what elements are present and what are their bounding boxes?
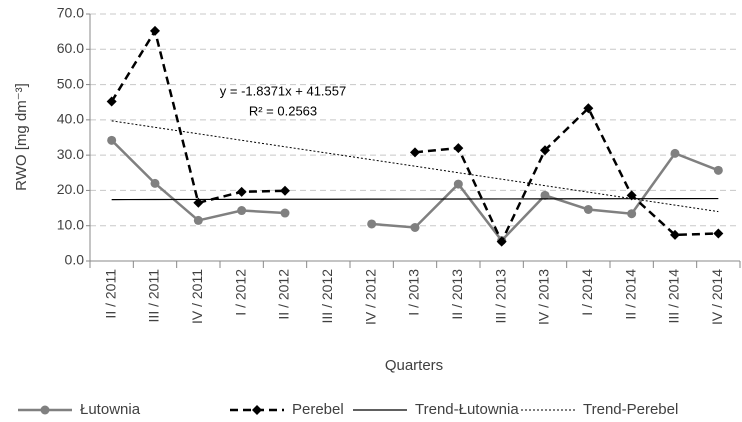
- x-tick-label: III / 2012: [319, 269, 335, 324]
- y-tick-label: 0.0: [65, 252, 85, 268]
- point: [713, 165, 723, 175]
- point: [40, 405, 50, 415]
- point: [193, 197, 204, 208]
- annotation: y = -1.8371x + 41.557: [220, 83, 346, 98]
- point: [496, 236, 507, 247]
- x-tick-label: I / 2013: [406, 269, 422, 316]
- x-tick-label: III / 2014: [666, 269, 682, 324]
- point: [150, 25, 160, 36]
- point: [670, 148, 680, 158]
- point: [107, 135, 117, 145]
- x-tick-label: II / 2012: [276, 269, 292, 320]
- point: [626, 190, 637, 201]
- point: [280, 208, 290, 218]
- legend-label: Trend-Łutownia: [415, 401, 519, 418]
- y-tick-label: 20.0: [57, 181, 84, 197]
- point: [106, 96, 117, 107]
- legend-label: Perebel: [292, 401, 344, 418]
- y-tick-label: 40.0: [57, 111, 84, 127]
- point: [453, 143, 464, 154]
- series-line: [111, 197, 719, 201]
- point: [237, 206, 247, 216]
- point: [252, 405, 262, 415]
- series-line: [110, 27, 719, 245]
- y-tick-label: 10.0: [57, 216, 84, 232]
- point: [627, 209, 637, 219]
- x-tick-label: III / 2013: [492, 269, 508, 324]
- x-tick-label: IV / 2012: [362, 269, 378, 325]
- point: [713, 228, 724, 239]
- x-tick-label: II / 2011: [102, 269, 118, 319]
- point: [670, 229, 680, 240]
- annotation: R² = 0.2563: [249, 103, 317, 118]
- point: [367, 219, 377, 229]
- x-tick-label: IV / 2013: [536, 269, 552, 325]
- y-axis-label: RWO [mg dm⁻³]: [13, 83, 30, 191]
- legend-label: Łutownia: [80, 401, 141, 418]
- point: [410, 147, 420, 158]
- y-tick-label: 60.0: [57, 40, 84, 56]
- point: [150, 178, 160, 188]
- x-tick-label: II / 2013: [449, 269, 465, 320]
- point: [410, 222, 420, 232]
- point: [193, 215, 203, 225]
- y-tick-label: 70.0: [57, 5, 84, 21]
- series-line: [111, 120, 719, 213]
- x-tick-label: I / 2012: [232, 269, 248, 316]
- x-tick-label: I / 2014: [579, 269, 595, 316]
- point: [540, 190, 550, 200]
- x-tick-label: IV / 2011: [189, 269, 205, 324]
- point: [280, 185, 290, 196]
- point: [453, 179, 463, 189]
- y-tick-label: 30.0: [57, 146, 84, 162]
- point: [540, 145, 550, 156]
- point: [583, 204, 593, 214]
- x-tick-label: III / 2011: [146, 269, 162, 323]
- point: [236, 186, 247, 197]
- point: [583, 103, 594, 114]
- x-axis-label: Quarters: [385, 357, 443, 374]
- legend-label: Trend-Perebel: [583, 401, 678, 418]
- x-tick-label: II / 2014: [622, 269, 638, 320]
- x-tick-label: IV / 2014: [709, 269, 725, 325]
- y-tick-label: 50.0: [57, 75, 84, 91]
